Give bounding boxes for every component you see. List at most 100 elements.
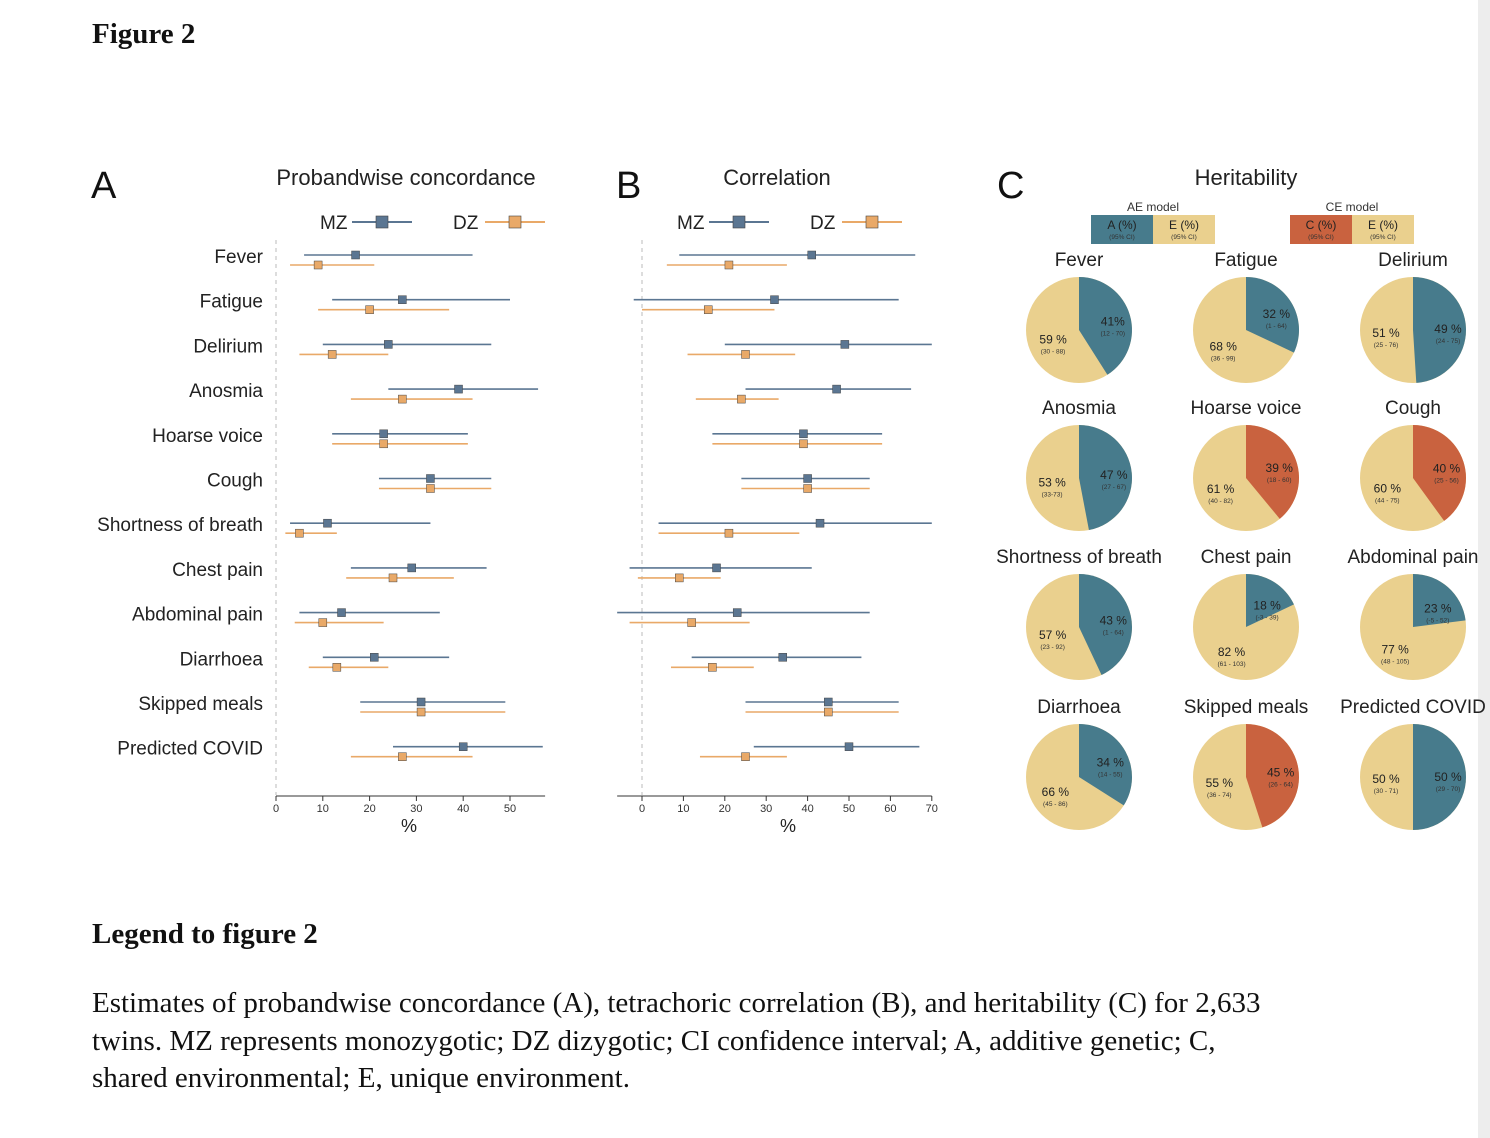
pie-e-value-label: 55 % xyxy=(1206,776,1234,790)
point-mz xyxy=(732,608,742,617)
x-tick-label: 30 xyxy=(760,803,772,815)
category-label: Shortness of breath xyxy=(97,515,263,536)
point-dz xyxy=(703,305,713,314)
pie-title: Chest pain xyxy=(1201,547,1292,568)
category-label: Skipped meals xyxy=(138,694,263,715)
legend-title: Legend to figure 2 xyxy=(92,918,318,950)
panel-title: Correlation xyxy=(723,165,831,190)
category-label: Fever xyxy=(214,247,263,268)
legend-label-mz: MZ xyxy=(320,213,348,234)
pie-e-value-label: 50 % xyxy=(1372,772,1400,786)
pie-e-value-label: 82 % xyxy=(1218,645,1246,659)
point-dz xyxy=(398,752,407,761)
point-dz xyxy=(737,394,746,404)
pie-value-label: 34 % xyxy=(1097,756,1125,770)
legend-text: Estimates of probandwise concordance (A)… xyxy=(92,987,1261,1094)
pie-value-label: 41% xyxy=(1101,315,1125,329)
x-tick-label: 40 xyxy=(801,803,813,815)
legend-swatch-label: C (%) xyxy=(1306,218,1337,232)
point-dz xyxy=(675,573,684,583)
point-mz xyxy=(844,742,854,751)
pie-e-value-label: 51 % xyxy=(1372,326,1400,340)
pie-title: Shortness of breath xyxy=(996,547,1162,568)
pie-e-value-label: 66 % xyxy=(1042,785,1070,799)
point-mz xyxy=(807,250,816,260)
pie-value-label: 43 % xyxy=(1100,613,1128,627)
panel-letter: C xyxy=(997,165,1024,207)
point-mz xyxy=(815,518,825,528)
legend-swatch-sub: (95% CI) xyxy=(1171,234,1197,241)
point-dz xyxy=(416,707,426,717)
point-mz xyxy=(803,474,812,483)
point-mz xyxy=(398,295,407,304)
pie-ci-label: (-5 - 52) xyxy=(1426,617,1449,624)
point-dz xyxy=(295,528,304,538)
legend-marker-dz xyxy=(865,215,879,229)
pie-e-value-label: 59 % xyxy=(1039,333,1067,347)
pie-title: Skipped meals xyxy=(1184,697,1309,718)
pie-value-label: 45 % xyxy=(1267,765,1295,779)
pie-title: Cough xyxy=(1385,398,1441,419)
legend-swatch-label: A (%) xyxy=(1107,218,1136,232)
point-dz xyxy=(379,439,388,449)
pie-value-label: 18 % xyxy=(1253,599,1281,613)
point-dz xyxy=(724,260,734,270)
pie-value-label: 40 % xyxy=(1433,462,1461,476)
point-dz xyxy=(799,439,808,449)
x-tick-label: 50 xyxy=(843,803,855,815)
legend-swatch-label: E (%) xyxy=(1368,218,1398,232)
legend-marker-dz xyxy=(508,215,522,229)
pie-e-ci-label: (30 - 71) xyxy=(1374,788,1399,795)
x-tick-label: 70 xyxy=(926,803,938,815)
point-mz xyxy=(370,653,379,662)
pie-slice-c xyxy=(1413,425,1467,521)
pie-e-value-label: 61 % xyxy=(1207,482,1235,496)
point-dz xyxy=(687,618,696,627)
point-mz xyxy=(824,697,833,707)
pie-slice-a xyxy=(1079,425,1132,531)
pie-ci-label: (14 - 55) xyxy=(1098,772,1123,779)
point-mz xyxy=(840,340,850,349)
point-dz xyxy=(332,663,342,672)
point-mz xyxy=(799,429,808,439)
x-axis-label: % xyxy=(401,816,417,836)
point-dz xyxy=(741,752,750,761)
pie-ci-label: (12 - 70) xyxy=(1101,331,1126,338)
pie-slice-a xyxy=(1246,277,1299,353)
category-label: Predicted COVID xyxy=(117,739,263,760)
x-tick-label: 50 xyxy=(504,803,516,815)
pie-slice-a xyxy=(1413,277,1466,383)
legend-marker-mz xyxy=(375,215,389,229)
legend-marker-mz xyxy=(732,215,746,229)
pie-e-ci-label: (61 - 103) xyxy=(1217,661,1245,668)
pie-e-ci-label: (44 - 75) xyxy=(1375,497,1400,504)
category-label: Abdominal pain xyxy=(132,605,263,626)
pie-slice-a xyxy=(1413,724,1466,830)
legend-label-mz: MZ xyxy=(677,213,705,234)
x-tick-label: 20 xyxy=(363,803,375,815)
category-label: Anosmia xyxy=(189,381,263,402)
pie-ci-label: (29 - 70) xyxy=(1436,786,1461,793)
point-dz xyxy=(426,484,435,493)
point-mz xyxy=(770,295,779,304)
legend-label-dz: DZ xyxy=(453,213,479,234)
point-mz xyxy=(458,742,468,751)
pie-e-value-label: 77 % xyxy=(1381,642,1409,656)
point-dz xyxy=(803,484,812,493)
pie-ci-label: (27 - 67) xyxy=(1102,484,1127,491)
pie-ci-label: (24 - 75) xyxy=(1436,338,1461,345)
point-dz xyxy=(741,350,750,359)
point-mz xyxy=(323,518,332,528)
point-mz xyxy=(407,563,416,573)
point-dz xyxy=(824,707,833,717)
pie-title: Anosmia xyxy=(1042,398,1116,419)
pie-ci-label: (25 - 56) xyxy=(1434,478,1459,485)
category-label: Hoarse voice xyxy=(152,426,263,447)
pie-title: Delirium xyxy=(1378,250,1448,271)
point-dz xyxy=(313,260,323,270)
x-tick-label: 10 xyxy=(677,803,689,815)
category-label: Fatigue xyxy=(200,292,263,313)
category-label: Cough xyxy=(207,471,263,492)
pie-value-label: 32 % xyxy=(1263,307,1291,321)
pie-ci-label: (1 - 64) xyxy=(1103,629,1124,636)
